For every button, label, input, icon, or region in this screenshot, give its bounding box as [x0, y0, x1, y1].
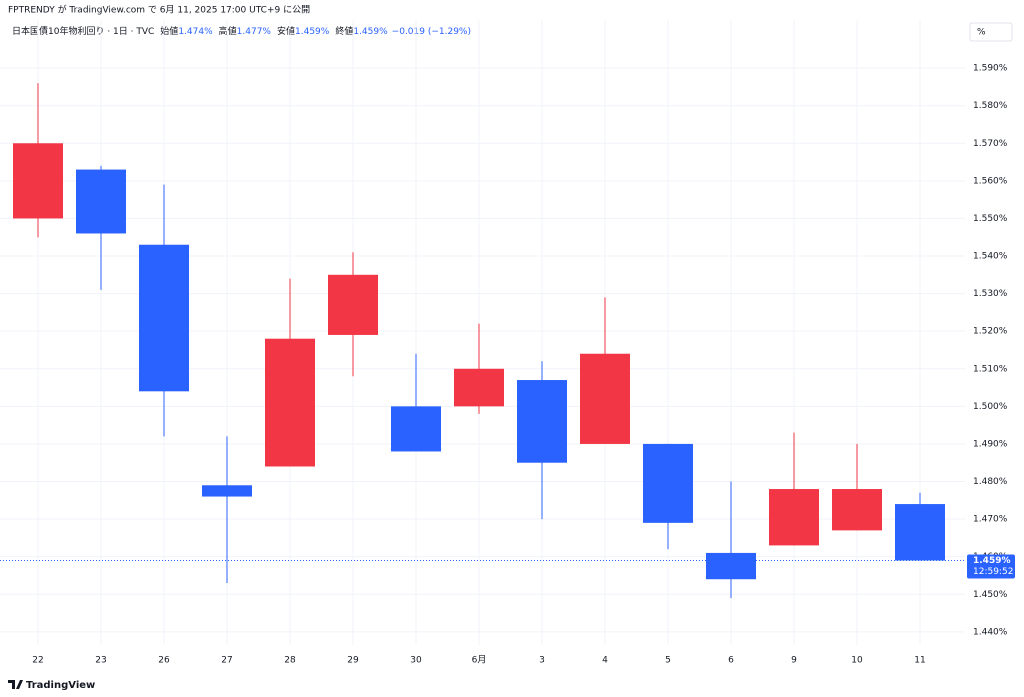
x-tick-label: 29 [347, 656, 359, 666]
candle-body [13, 143, 63, 219]
y-tick-label: 1.500% [973, 402, 1008, 412]
x-tick-label: 6月 [472, 655, 487, 666]
candle-body [139, 244, 189, 392]
x-tick-label: 23 [95, 656, 106, 666]
legend-label: 始値 [160, 25, 178, 37]
y-tick-label: 1.470% [973, 515, 1008, 525]
x-tick-label: 22 [32, 656, 43, 666]
y-tick-label: 1.510% [973, 364, 1008, 374]
published-note: FPTRENDY が TradingView.com で 6月 11, 2025… [8, 4, 310, 16]
candle-body [769, 489, 819, 546]
y-tick-label: 1.560% [973, 176, 1008, 186]
y-tick-label: 1.530% [973, 289, 1008, 299]
candle-body [265, 338, 315, 467]
y-tick-label: 1.440% [973, 627, 1008, 637]
x-tick-label: 11 [914, 656, 925, 666]
legend-change: −0.019 (−1.29%) [392, 27, 471, 37]
candle-body [580, 353, 630, 444]
candle-body [643, 443, 693, 523]
legend-value: 1.474% [178, 27, 213, 37]
candle-body [517, 380, 567, 463]
scale-button-label[interactable]: % [977, 28, 986, 38]
last-price-label: 1.459% [973, 556, 1011, 566]
candle-body [202, 485, 252, 497]
scale-button[interactable] [969, 22, 1013, 42]
y-tick-label: 1.520% [973, 327, 1008, 337]
y-tick-label: 1.490% [973, 439, 1008, 449]
y-tick-label: 1.590% [973, 64, 1008, 74]
legend-label: 終値 [335, 25, 353, 37]
candle-body [76, 169, 126, 234]
legend-label: 高値 [219, 25, 237, 37]
candle-body [895, 504, 945, 561]
legend-value: 1.477% [237, 27, 272, 37]
footer-brand: TradingView [26, 680, 95, 691]
x-tick-label: 10 [851, 656, 863, 666]
x-tick-label: 9 [791, 656, 797, 666]
legend-label: 安値 [277, 25, 295, 37]
legend-value: 1.459% [295, 27, 330, 37]
candle-body [328, 274, 378, 335]
y-tick-label: 1.450% [973, 590, 1008, 600]
x-tick-label: 5 [665, 656, 671, 666]
x-tick-label: 30 [410, 656, 422, 666]
x-tick-label: 3 [539, 656, 545, 666]
x-tick-label: 27 [221, 656, 232, 666]
x-tick-label: 4 [602, 656, 608, 666]
candle-body [454, 368, 504, 407]
y-tick-label: 1.550% [973, 214, 1008, 224]
last-price-badge [967, 554, 1015, 579]
symbol: 日本国債10年物利回り · 1日 · TVC [12, 25, 154, 37]
candle-body [391, 406, 441, 452]
x-tick-label: 26 [158, 656, 170, 666]
candle-body [706, 552, 756, 580]
y-tick-label: 1.570% [973, 139, 1008, 149]
y-tick-label: 1.480% [973, 477, 1008, 487]
x-tick-label: 6 [728, 656, 734, 666]
footer-logo [8, 680, 23, 689]
y-tick-label: 1.580% [973, 101, 1008, 111]
candle-body [832, 489, 882, 531]
y-tick-label: 1.540% [973, 252, 1008, 262]
x-tick-label: 28 [284, 656, 296, 666]
legend-line: 日本国債10年物利回り · 1日 · TVC 始値1.474% 高値1.477% 安値… [12, 25, 471, 37]
legend-value: 1.459% [353, 27, 388, 37]
countdown-label: 12:59:52 [973, 567, 1013, 577]
